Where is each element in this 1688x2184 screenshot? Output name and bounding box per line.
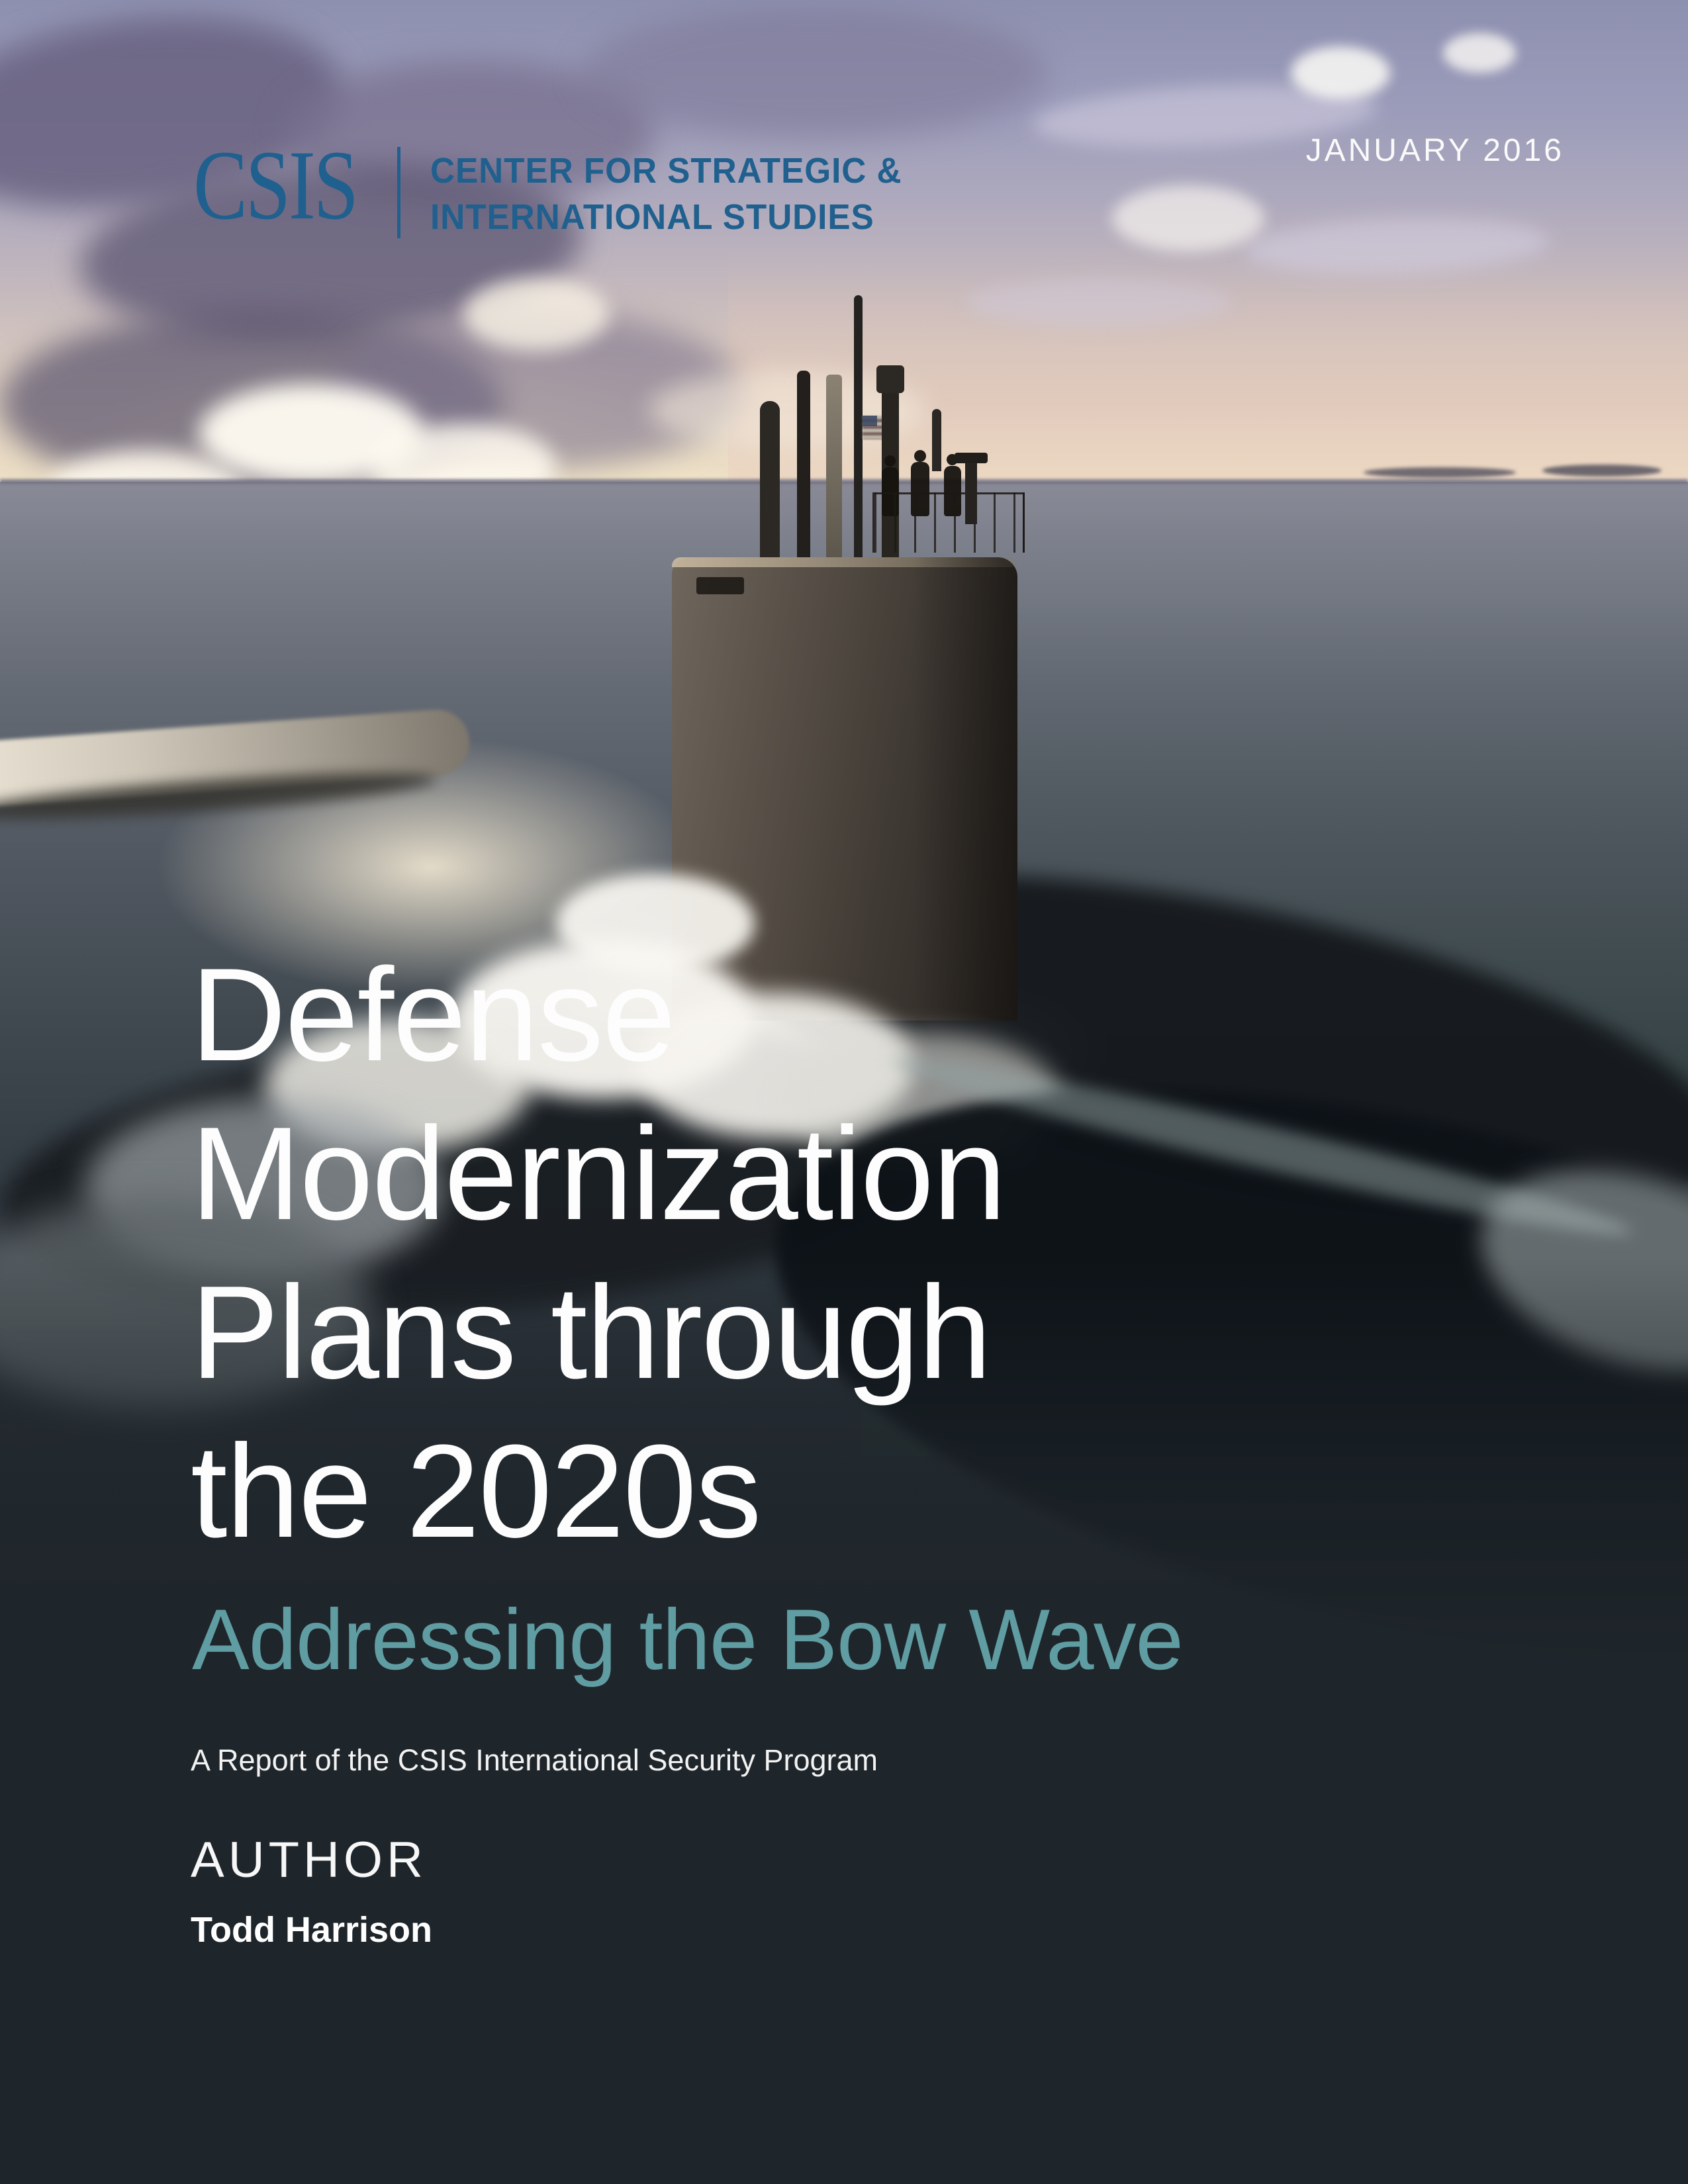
title-line-3: Plans through xyxy=(191,1259,992,1406)
wispy-cloud xyxy=(1112,185,1264,251)
distant-land xyxy=(1542,465,1662,477)
horizon-line xyxy=(0,479,1688,484)
publication-date: JANUARY 2016 xyxy=(1305,133,1564,168)
bridge-railing xyxy=(872,492,1025,553)
periscope-head xyxy=(876,365,904,393)
antenna-mast xyxy=(854,295,863,560)
submarine-sail-window xyxy=(696,577,744,594)
bright-cloud xyxy=(463,278,609,351)
bottom-fade xyxy=(0,1257,1688,1668)
author-name: Todd Harrison xyxy=(191,1910,433,1950)
wispy-cloud xyxy=(1443,33,1516,73)
binocular-mast xyxy=(965,458,977,524)
title-line-4: the 2020s xyxy=(191,1418,762,1565)
submarine-sail-shadow xyxy=(914,557,1017,1021)
periscope-mast xyxy=(760,401,780,560)
report-title: Defense Modernization Plans through the … xyxy=(191,936,1006,1571)
csis-logo: CSIS xyxy=(193,130,359,240)
antenna-mast xyxy=(932,409,941,471)
report-subtitle: Addressing the Bow Wave xyxy=(192,1591,1184,1688)
crew-figure-head xyxy=(914,450,926,462)
logo-name-line2: INTERNATIONAL STUDIES xyxy=(430,197,874,237)
crew-figure-head xyxy=(884,455,896,467)
wispy-cloud xyxy=(966,278,1231,327)
distant-land xyxy=(1364,467,1516,478)
us-flag-union xyxy=(863,416,877,426)
program-line: A Report of the CSIS International Secur… xyxy=(191,1743,878,1777)
antenna-mast xyxy=(797,371,810,560)
binocular-head xyxy=(955,453,988,463)
wispy-cloud xyxy=(1291,46,1390,99)
logo-name: CENTER FOR STRATEGIC & INTERNATIONAL STU… xyxy=(430,148,902,240)
author-heading: AUTHOR xyxy=(191,1832,427,1888)
cloud xyxy=(583,7,1046,139)
logo-name-line1: CENTER FOR STRATEGIC & xyxy=(430,151,902,191)
title-line-2: Modernization xyxy=(191,1100,1006,1248)
periscope-mast xyxy=(826,375,842,560)
title-line-1: Defense xyxy=(191,941,676,1089)
logo-divider xyxy=(397,147,400,238)
bottom-panel xyxy=(0,1655,1688,2184)
